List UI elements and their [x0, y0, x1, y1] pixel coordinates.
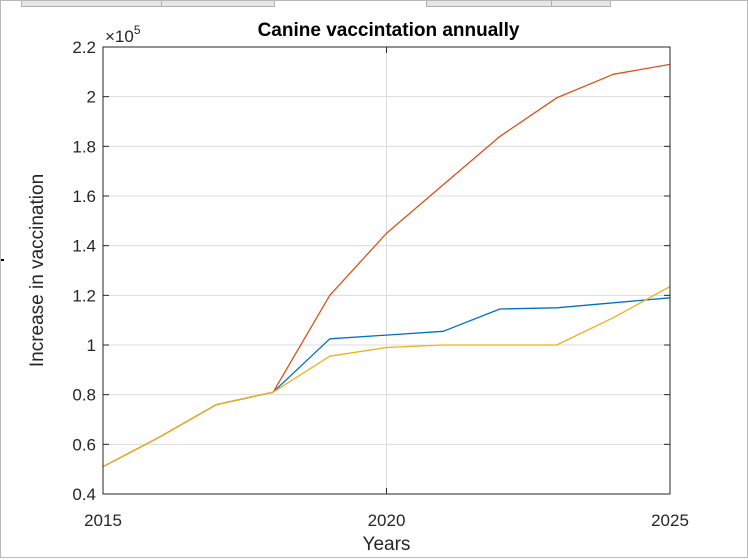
- y-tick-label: 0.6: [72, 435, 96, 454]
- chart-title: Canine vaccintation annually: [258, 20, 520, 41]
- y-tick-label: 1: [87, 336, 96, 355]
- y-axis-multiplier: ×105: [105, 23, 141, 46]
- y-tick-label: 1.4: [72, 237, 96, 256]
- y-tick-label: 1.6: [72, 187, 96, 206]
- y-multiplier-base: ×10: [105, 27, 134, 46]
- y-tick-label: 0.8: [72, 386, 96, 405]
- x-tick-label: 2020: [368, 511, 406, 530]
- axis-ticks: 0.4 0.6 0.8 1 1.2 1.4 1.6 1.8 2 2.2 2015 2020 2025: [72, 38, 689, 530]
- series-line: [102, 286, 671, 468]
- x-axis-label: Years: [363, 534, 411, 555]
- y-tick-label: 1.8: [72, 137, 96, 156]
- window-edge-marker: [1, 259, 4, 261]
- toolbar-tab[interactable]: [551, 1, 611, 7]
- toolbar-tab[interactable]: [161, 1, 275, 7]
- grid-lines: [102, 46, 671, 495]
- y-axis-label: Increase in vaccination: [27, 174, 48, 367]
- y-tick-label: 2: [87, 88, 96, 107]
- series-lines: [102, 63, 671, 468]
- y-tick-label: 2.2: [72, 38, 96, 57]
- x-tick-label: 2015: [84, 511, 122, 530]
- y-tick-label: 0.4: [72, 485, 96, 504]
- y-multiplier-exponent: 5: [134, 23, 141, 37]
- x-tick-label: 2025: [651, 511, 689, 530]
- y-tick-label: 1.2: [72, 286, 96, 305]
